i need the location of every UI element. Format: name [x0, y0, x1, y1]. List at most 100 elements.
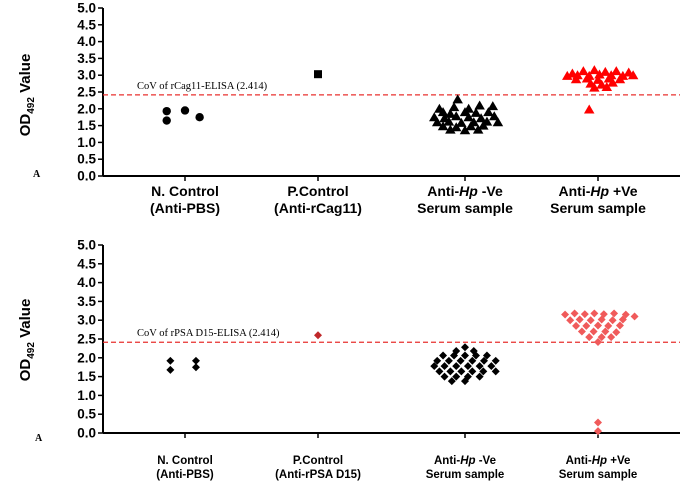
- data-point-circle: [180, 106, 190, 115]
- data-point-triangle: [562, 70, 573, 80]
- y-tick-label: 3.0: [77, 313, 96, 328]
- y-tick-label: 5.0: [77, 1, 96, 16]
- category-label-line2: Serum sample: [550, 200, 646, 216]
- panel-label: A: [33, 169, 41, 180]
- data-point-diamond: [430, 362, 439, 371]
- data-point-diamond: [577, 327, 586, 336]
- data-point-diamond: [585, 333, 594, 342]
- data-point-triangle: [452, 94, 463, 104]
- data-point-circle: [162, 116, 171, 125]
- data-point-diamond: [594, 321, 602, 330]
- data-point-triangle: [581, 73, 593, 83]
- data-point-diamond: [461, 343, 469, 352]
- data-point-triangle: [492, 117, 504, 127]
- data-point-triangle: [611, 66, 622, 76]
- data-point-diamond: [166, 356, 175, 365]
- y-tick-label: 5.0: [77, 238, 96, 253]
- data-point-diamond: [482, 351, 491, 360]
- category-label-line1: N. Control: [157, 455, 213, 467]
- data-point-diamond: [615, 321, 624, 330]
- category-label-line1: N. Control: [151, 183, 219, 199]
- data-point-triangle: [578, 66, 589, 76]
- data-point-diamond: [604, 321, 613, 330]
- data-point-triangle: [456, 117, 467, 127]
- data-point-triangle: [614, 74, 626, 84]
- data-point-diamond: [468, 356, 477, 365]
- data-point-triangle: [589, 82, 600, 92]
- cutoff-label: CoV of rCag11-ELISA (2.414): [137, 81, 268, 92]
- data-point-triangle: [475, 113, 487, 123]
- category-label-line1: P.Control: [293, 455, 343, 467]
- data-point-diamond: [456, 356, 465, 365]
- category-label-line2: Serum sample: [417, 200, 513, 216]
- data-point-diamond: [487, 362, 496, 371]
- y-tick-label: 0.5: [77, 152, 96, 167]
- panel-label: A: [35, 433, 43, 444]
- y-tick-label: 4.5: [77, 17, 96, 32]
- data-point-diamond: [594, 427, 602, 436]
- category-label-line2: Serum sample: [426, 469, 505, 481]
- y-tick-label: 3.5: [77, 51, 96, 66]
- data-point-diamond: [597, 315, 606, 324]
- category-label-line1: Anti-Hp +Ve: [559, 183, 638, 199]
- data-point-diamond: [601, 327, 610, 336]
- y-tick-label: 2.0: [77, 350, 96, 365]
- data-point-triangle: [459, 125, 471, 135]
- y-tick-label: 4.0: [77, 34, 96, 49]
- data-point-diamond: [457, 367, 466, 376]
- cutoff-label: CoV of rPSA D15-ELISA (2.414): [137, 328, 280, 339]
- y-tick-label: 1.5: [77, 369, 96, 384]
- data-point-diamond: [314, 331, 322, 340]
- data-point-diamond: [582, 321, 591, 330]
- data-point-diamond: [446, 367, 455, 376]
- y-axis-label: OD492 Value: [17, 54, 37, 137]
- y-tick-label: 0.0: [77, 426, 96, 441]
- data-point-diamond: [610, 309, 619, 318]
- data-point-triangle: [437, 121, 449, 131]
- y-axis-label: OD492 Value: [17, 299, 37, 382]
- data-point-square: [314, 70, 322, 79]
- data-point-diamond: [597, 333, 606, 342]
- data-point-diamond: [440, 372, 449, 381]
- y-tick-label: 3.0: [77, 68, 96, 83]
- y-tick-label: 0.0: [77, 169, 96, 184]
- data-point-diamond: [491, 367, 500, 376]
- data-point-diamond: [599, 310, 608, 319]
- data-point-diamond: [461, 351, 469, 360]
- y-tick-label: 4.0: [77, 275, 96, 290]
- data-point-triangle: [459, 107, 471, 117]
- data-point-triangle: [607, 77, 618, 87]
- data-point-diamond: [491, 356, 500, 365]
- data-point-triangle: [570, 74, 582, 84]
- data-point-diamond: [566, 316, 575, 325]
- data-point-diamond: [471, 351, 480, 360]
- data-point-diamond: [452, 372, 461, 381]
- y-tick-label: 2.5: [77, 332, 96, 347]
- data-point-diamond: [191, 356, 200, 365]
- data-point-diamond: [594, 418, 602, 427]
- data-point-triangle: [474, 100, 485, 110]
- data-point-diamond: [439, 351, 448, 360]
- category-label-line2: (Anti-rPSA D15): [275, 469, 361, 481]
- data-point-diamond: [463, 362, 472, 371]
- data-point-diamond: [166, 365, 175, 374]
- y-tick-label: 0.5: [77, 407, 96, 422]
- data-point-circle: [162, 106, 171, 116]
- data-point-diamond: [435, 367, 444, 376]
- data-point-triangle: [589, 65, 600, 75]
- y-tick-label: 2.5: [77, 85, 96, 100]
- data-point-diamond: [461, 377, 469, 386]
- data-point-diamond: [475, 362, 484, 371]
- category-label-line1: P.Control: [287, 183, 348, 199]
- data-point-triangle: [445, 108, 456, 118]
- y-tick-label: 3.5: [77, 294, 96, 309]
- data-point-diamond: [608, 316, 617, 325]
- chart-panel-2: 0.0 0.5 1.0 1.5 2.0 2.5 3.0 3.5 4.0 4.5 5.0 OD492 V…: [17, 238, 680, 481]
- data-point-diamond: [586, 316, 595, 325]
- data-point-diamond: [570, 309, 579, 318]
- data-point-diamond: [580, 310, 589, 319]
- data-point-diamond: [440, 362, 449, 371]
- data-point-diamond: [452, 362, 461, 371]
- data-point-triangle: [489, 111, 500, 121]
